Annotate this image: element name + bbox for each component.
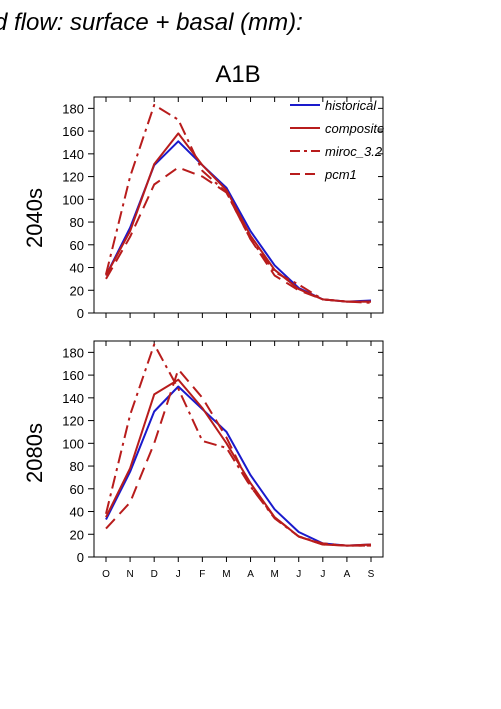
y-tick-label: 40	[70, 505, 84, 520]
x-tick-label: M	[270, 569, 278, 580]
y-tick-label: 20	[70, 283, 84, 298]
x-tick-label: D	[151, 569, 158, 580]
series-line-pcm1	[105, 166, 371, 303]
x-tick-label: J	[176, 569, 181, 580]
y-axis-label: 2080s	[22, 423, 47, 483]
y-tick-label: 100	[62, 192, 84, 207]
scenario-title: A1B	[215, 61, 260, 88]
y-tick-label: 160	[62, 368, 84, 383]
y-tick-label: 160	[62, 124, 84, 139]
legend-label: historical	[325, 98, 377, 113]
y-tick-label: 120	[62, 414, 84, 429]
x-tick-label: M	[222, 569, 230, 580]
x-tick-label: J	[296, 569, 301, 580]
x-tick-label: J	[320, 569, 325, 580]
panels-group: 0 20 40 60 80 100 120 140 160 180 2040s historical c…	[22, 96, 384, 580]
chart-panel-2: 0 20 40 60 80 100 120 140 160 180 O N D J F M A M J J A S 2080…	[22, 340, 384, 580]
y-tick-label: 20	[70, 527, 84, 542]
chart-panel-1: 0 20 40 60 80 100 120 140 160 180 2040s historical c…	[22, 96, 384, 321]
y-tick-label: 80	[70, 215, 84, 230]
legend-label: pcm1	[324, 167, 357, 182]
series-line-pcm1	[105, 368, 371, 547]
y-tick-label: 120	[62, 170, 84, 185]
legend-label: miroc_3.2	[325, 144, 383, 159]
x-tick-label: F	[199, 569, 205, 580]
series-line-historical	[105, 140, 372, 303]
y-tick-label: 80	[70, 459, 84, 474]
y-tick-label: 0	[77, 306, 84, 321]
figure-title: d flow: surface + basal (mm):	[0, 9, 303, 36]
y-tick-label: 180	[62, 345, 84, 360]
y-tick-label: 180	[62, 101, 84, 116]
x-tick-label: A	[344, 569, 351, 580]
y-tick-label: 40	[70, 261, 84, 276]
x-tick-label: O	[102, 569, 110, 580]
y-tick-label: 140	[62, 391, 84, 406]
plot-frame	[93, 96, 384, 314]
plot-frame	[93, 340, 384, 558]
x-tick-label: A	[247, 569, 254, 580]
legend-label: composite	[325, 121, 384, 136]
y-tick-label: 100	[62, 436, 84, 451]
y-tick-label: 60	[70, 482, 84, 497]
x-tick-label: S	[368, 569, 375, 580]
y-tick-label: 140	[62, 147, 84, 162]
x-tick-label: N	[126, 569, 133, 580]
series-line-miroc-3-2	[105, 343, 371, 547]
legend: historical composite miroc_3.2 pcm1	[290, 98, 384, 182]
y-tick-label: 0	[77, 550, 84, 565]
y-axis-label: 2040s	[22, 188, 47, 248]
y-tick-label: 60	[70, 238, 84, 253]
